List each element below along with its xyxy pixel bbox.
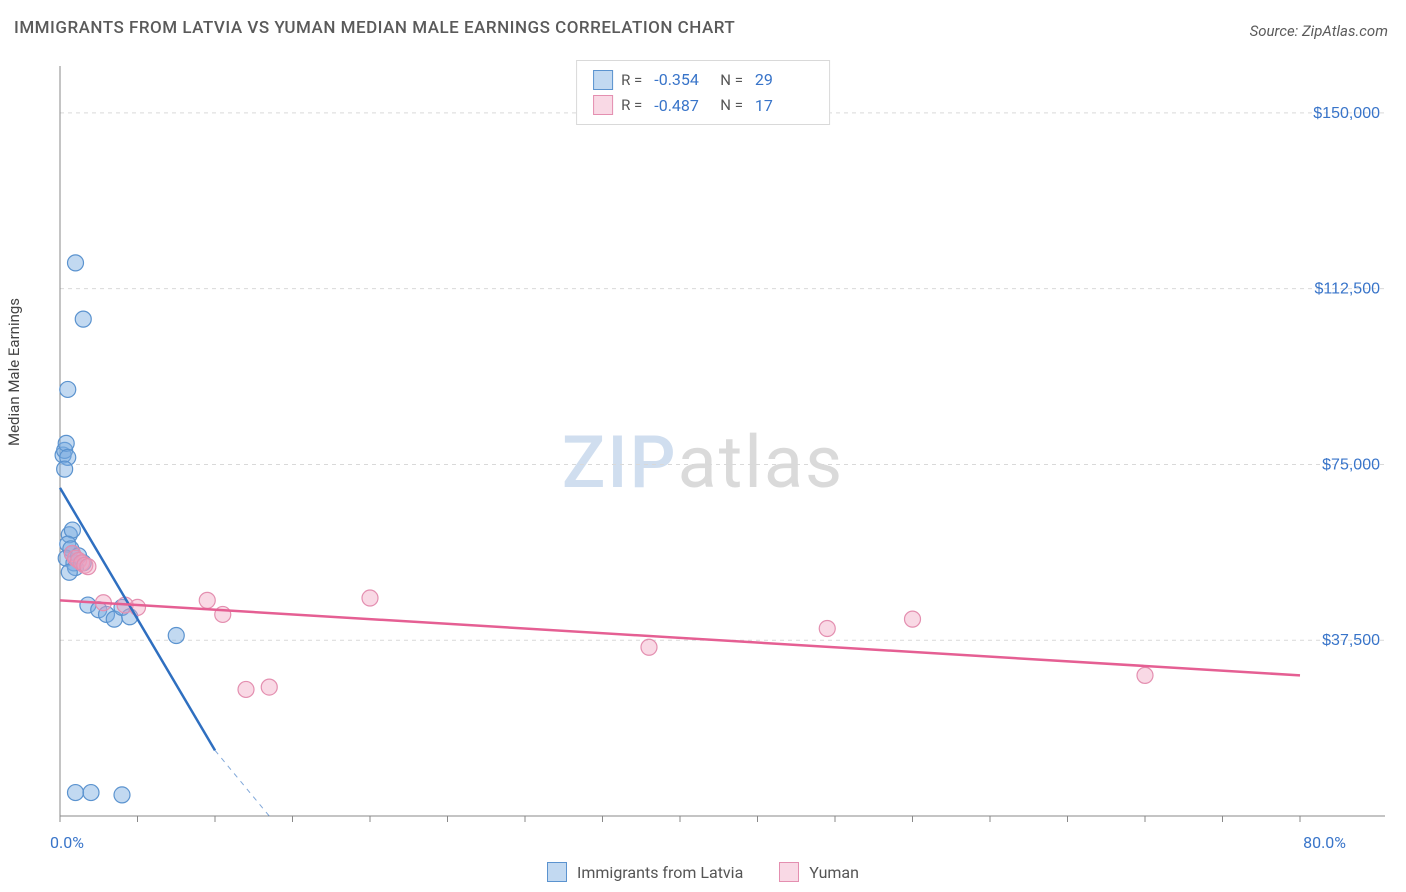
- svg-text:$75,000: $75,000: [1322, 456, 1380, 473]
- r-value: -0.487: [654, 93, 712, 119]
- x-axis-min: 0.0%: [50, 833, 84, 852]
- legend-label: Yuman: [809, 863, 859, 882]
- legend-swatch: [547, 862, 567, 882]
- svg-text:$150,000: $150,000: [1313, 105, 1380, 122]
- n-value: 29: [755, 67, 813, 93]
- legend-item: Immigrants from Latvia: [547, 862, 743, 882]
- scatter-chart: $37,500 $75,000 $112,500 $150,000: [50, 56, 1390, 846]
- chart-area: $37,500 $75,000 $112,500 $150,000: [50, 56, 1390, 846]
- legend-swatch: [593, 70, 613, 90]
- legend-row: R = -0.487 N = 17: [593, 93, 813, 119]
- series-legend: Immigrants from Latvia Yuman: [0, 862, 1406, 882]
- legend-item: Yuman: [779, 862, 859, 882]
- legend-row: R = -0.354 N = 29: [593, 67, 813, 93]
- chart-title: IMMIGRANTS FROM LATVIA VS YUMAN MEDIAN M…: [14, 18, 735, 38]
- chart-container: IMMIGRANTS FROM LATVIA VS YUMAN MEDIAN M…: [0, 0, 1406, 892]
- legend-swatch: [779, 862, 799, 882]
- n-value: 17: [755, 93, 813, 119]
- legend-swatch: [593, 95, 613, 115]
- y-axis-label: Median Male Earnings: [5, 298, 23, 446]
- correlation-legend: R = -0.354 N = 29 R = -0.487 N = 17: [576, 60, 830, 125]
- svg-text:$112,500: $112,500: [1314, 281, 1380, 298]
- source-attribution: Source: ZipAtlas.com: [1250, 22, 1388, 40]
- x-axis-max: 80.0%: [1303, 833, 1346, 852]
- legend-label: Immigrants from Latvia: [577, 863, 743, 882]
- svg-text:$37,500: $37,500: [1322, 632, 1380, 649]
- r-value: -0.354: [654, 67, 712, 93]
